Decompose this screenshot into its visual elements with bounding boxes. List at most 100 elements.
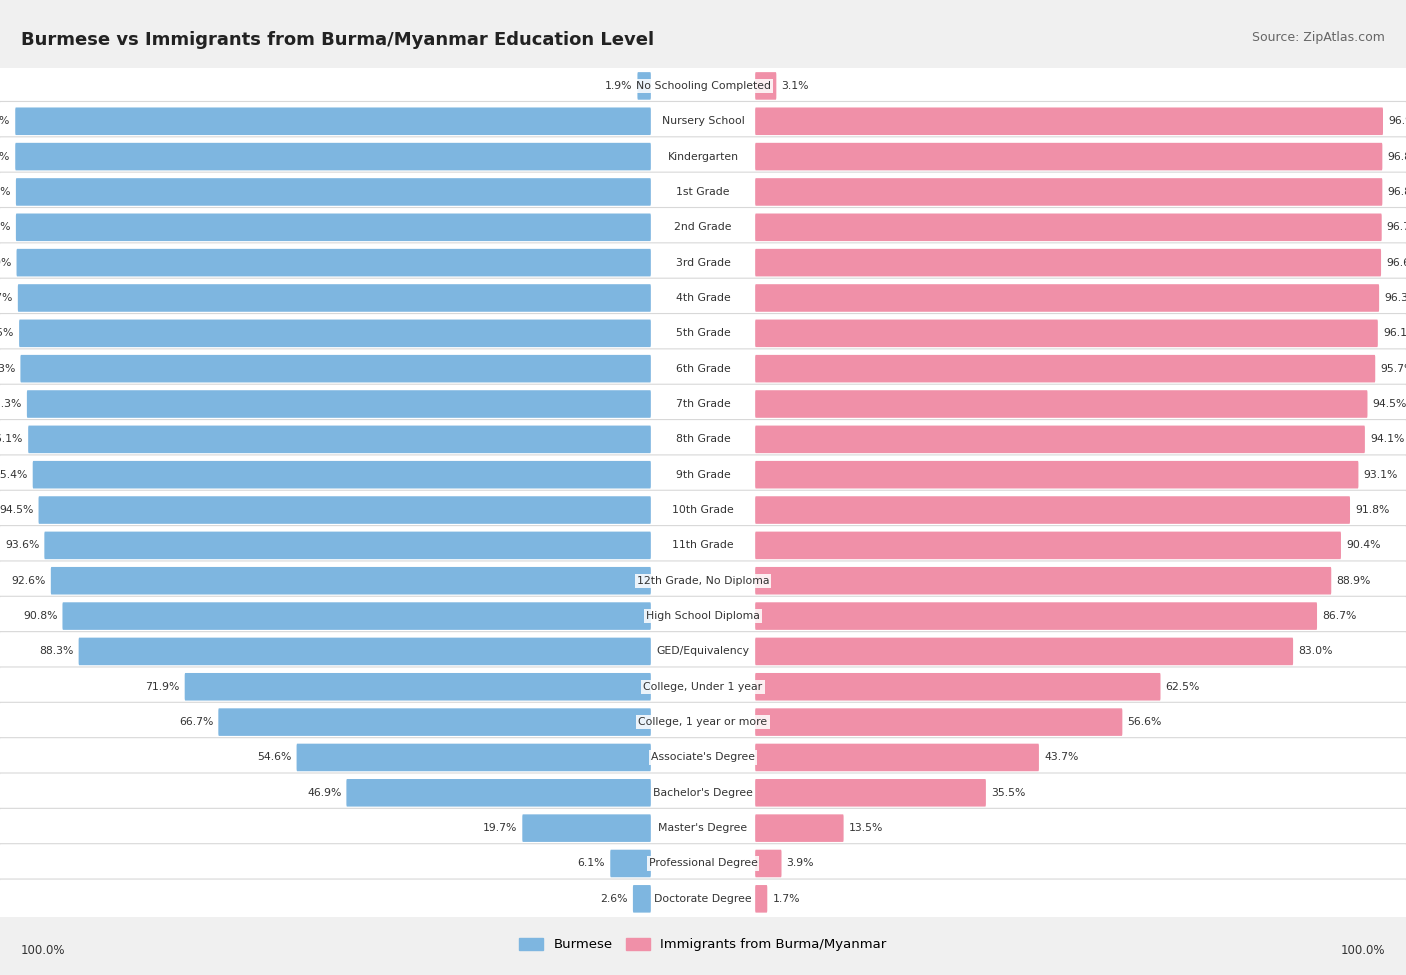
FancyBboxPatch shape — [0, 208, 1406, 247]
Text: 92.6%: 92.6% — [11, 575, 46, 586]
Text: 96.8%: 96.8% — [1388, 187, 1406, 197]
FancyBboxPatch shape — [0, 278, 1406, 318]
FancyBboxPatch shape — [755, 178, 1382, 206]
Text: 11th Grade: 11th Grade — [672, 540, 734, 551]
Text: 94.1%: 94.1% — [1369, 434, 1405, 445]
FancyBboxPatch shape — [17, 249, 651, 277]
FancyBboxPatch shape — [51, 566, 651, 595]
Text: 97.7%: 97.7% — [0, 292, 13, 303]
FancyBboxPatch shape — [755, 249, 1381, 277]
Text: 19.7%: 19.7% — [482, 823, 517, 834]
FancyBboxPatch shape — [79, 638, 651, 665]
FancyBboxPatch shape — [755, 744, 1039, 771]
Text: 88.9%: 88.9% — [1336, 575, 1371, 586]
Text: 6.1%: 6.1% — [578, 858, 605, 869]
Text: 97.5%: 97.5% — [0, 329, 14, 338]
FancyBboxPatch shape — [0, 314, 1406, 353]
Text: 2.6%: 2.6% — [600, 894, 628, 904]
FancyBboxPatch shape — [0, 738, 1406, 777]
Text: 95.4%: 95.4% — [0, 470, 28, 480]
FancyBboxPatch shape — [755, 531, 1341, 560]
Text: 97.3%: 97.3% — [0, 364, 15, 373]
Text: 3.9%: 3.9% — [786, 858, 814, 869]
FancyBboxPatch shape — [755, 814, 844, 842]
Text: 94.5%: 94.5% — [1372, 399, 1406, 410]
FancyBboxPatch shape — [755, 603, 1317, 630]
Text: Nursery School: Nursery School — [662, 116, 744, 127]
Text: 83.0%: 83.0% — [1298, 646, 1333, 656]
FancyBboxPatch shape — [184, 673, 651, 701]
Text: 1st Grade: 1st Grade — [676, 187, 730, 197]
Text: 90.8%: 90.8% — [22, 611, 58, 621]
Text: 98.1%: 98.1% — [0, 116, 10, 127]
Text: 71.9%: 71.9% — [145, 682, 180, 692]
FancyBboxPatch shape — [27, 390, 651, 418]
Text: 96.8%: 96.8% — [1388, 151, 1406, 162]
FancyBboxPatch shape — [0, 349, 1406, 388]
Text: College, Under 1 year: College, Under 1 year — [644, 682, 762, 692]
Text: 9th Grade: 9th Grade — [676, 470, 730, 480]
FancyBboxPatch shape — [755, 779, 986, 806]
FancyBboxPatch shape — [0, 773, 1406, 812]
Text: 4th Grade: 4th Grade — [676, 292, 730, 303]
Text: 98.1%: 98.1% — [0, 151, 10, 162]
FancyBboxPatch shape — [0, 455, 1406, 494]
Text: College, 1 year or more: College, 1 year or more — [638, 717, 768, 727]
Text: 91.8%: 91.8% — [1355, 505, 1389, 515]
FancyBboxPatch shape — [0, 597, 1406, 636]
Text: High School Diploma: High School Diploma — [647, 611, 759, 621]
Text: 100.0%: 100.0% — [21, 945, 66, 957]
FancyBboxPatch shape — [755, 425, 1365, 453]
Text: 86.7%: 86.7% — [1322, 611, 1357, 621]
FancyBboxPatch shape — [0, 66, 1406, 105]
FancyBboxPatch shape — [0, 490, 1406, 529]
Text: 96.1%: 96.1% — [1384, 329, 1406, 338]
FancyBboxPatch shape — [610, 849, 651, 878]
Text: 98.0%: 98.0% — [0, 187, 11, 197]
Text: 3rd Grade: 3rd Grade — [675, 257, 731, 268]
FancyBboxPatch shape — [15, 142, 651, 171]
FancyBboxPatch shape — [32, 461, 651, 488]
Text: 95.7%: 95.7% — [1381, 364, 1406, 373]
Text: 43.7%: 43.7% — [1045, 753, 1078, 762]
FancyBboxPatch shape — [755, 284, 1379, 312]
Text: 97.9%: 97.9% — [0, 257, 11, 268]
Text: 96.1%: 96.1% — [0, 434, 22, 445]
FancyBboxPatch shape — [15, 214, 651, 241]
FancyBboxPatch shape — [755, 673, 1160, 701]
Text: 100.0%: 100.0% — [1340, 945, 1385, 957]
Text: 46.9%: 46.9% — [307, 788, 342, 798]
Text: 13.5%: 13.5% — [849, 823, 883, 834]
FancyBboxPatch shape — [522, 814, 651, 842]
Text: 10th Grade: 10th Grade — [672, 505, 734, 515]
Text: Source: ZipAtlas.com: Source: ZipAtlas.com — [1251, 31, 1385, 44]
Text: 88.3%: 88.3% — [39, 646, 73, 656]
FancyBboxPatch shape — [755, 885, 768, 913]
Text: 56.6%: 56.6% — [1128, 717, 1161, 727]
FancyBboxPatch shape — [0, 173, 1406, 212]
Text: 96.3%: 96.3% — [1384, 292, 1406, 303]
Text: 12th Grade, No Diploma: 12th Grade, No Diploma — [637, 575, 769, 586]
FancyBboxPatch shape — [0, 808, 1406, 848]
Text: GED/Equivalency: GED/Equivalency — [657, 646, 749, 656]
Text: 2nd Grade: 2nd Grade — [675, 222, 731, 232]
FancyBboxPatch shape — [346, 779, 651, 806]
Text: 35.5%: 35.5% — [991, 788, 1025, 798]
FancyBboxPatch shape — [755, 461, 1358, 488]
FancyBboxPatch shape — [637, 72, 651, 99]
Text: 93.1%: 93.1% — [1364, 470, 1398, 480]
FancyBboxPatch shape — [755, 566, 1331, 595]
FancyBboxPatch shape — [21, 355, 651, 382]
FancyBboxPatch shape — [755, 390, 1368, 418]
FancyBboxPatch shape — [755, 708, 1122, 736]
FancyBboxPatch shape — [0, 419, 1406, 459]
FancyBboxPatch shape — [0, 561, 1406, 601]
Text: 8th Grade: 8th Grade — [676, 434, 730, 445]
FancyBboxPatch shape — [0, 384, 1406, 424]
Text: 96.9%: 96.9% — [1388, 116, 1406, 127]
FancyBboxPatch shape — [0, 136, 1406, 176]
Text: Burmese vs Immigrants from Burma/Myanmar Education Level: Burmese vs Immigrants from Burma/Myanmar… — [21, 31, 654, 49]
FancyBboxPatch shape — [297, 744, 651, 771]
FancyBboxPatch shape — [755, 638, 1294, 665]
FancyBboxPatch shape — [38, 496, 651, 524]
